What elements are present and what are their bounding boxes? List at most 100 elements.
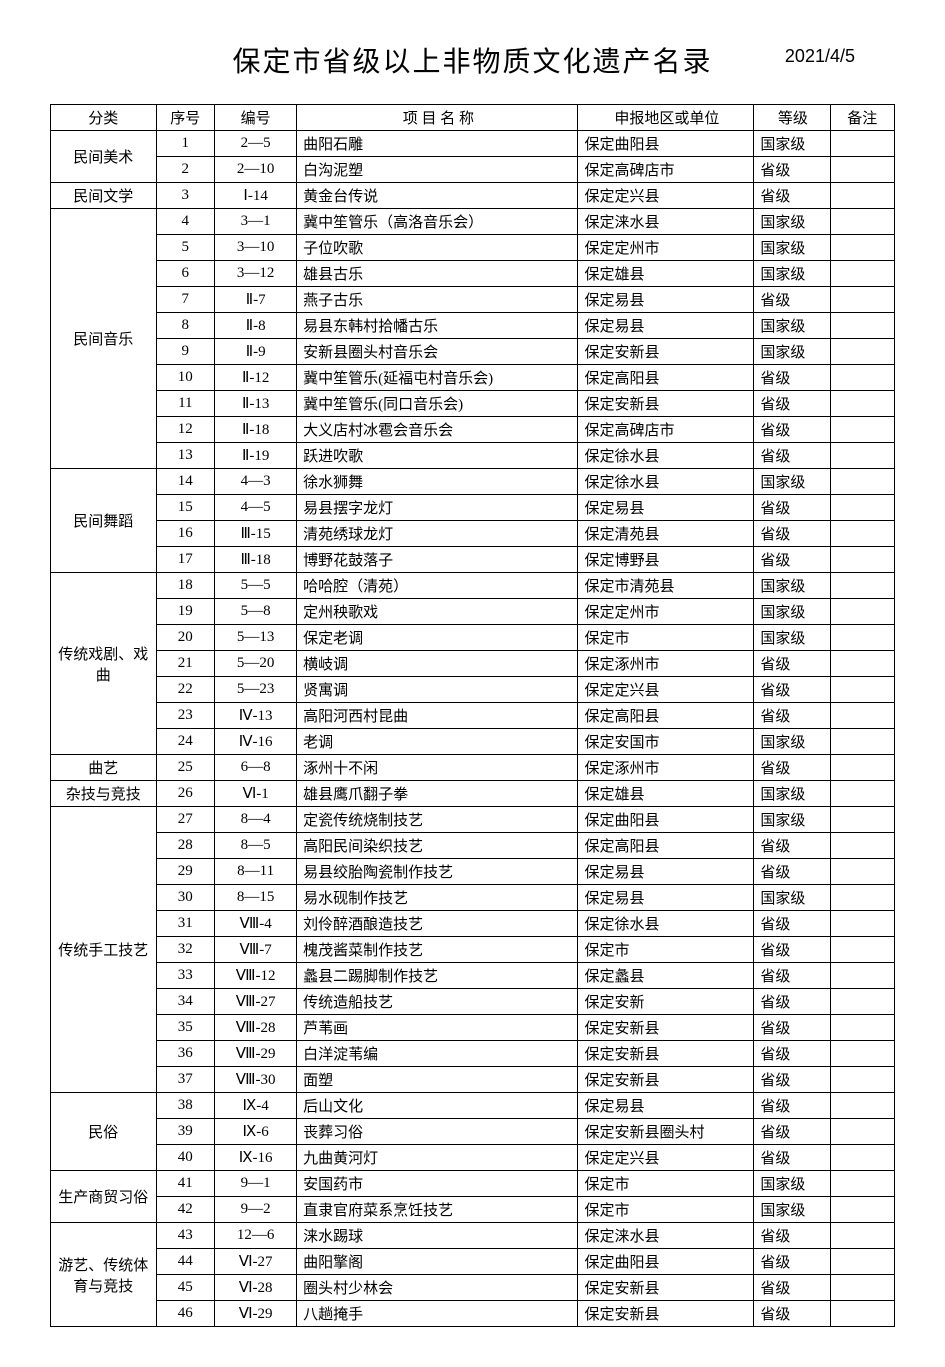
- col-header-name: 项 目 名 称: [297, 105, 578, 131]
- table-row: 民俗38Ⅸ-4后山文化保定易县省级: [51, 1093, 895, 1119]
- category-cell: 民间美术: [51, 131, 157, 183]
- region-cell: 保定易县: [578, 287, 754, 313]
- table-row: 45Ⅵ-28圈头村少林会保定安新县省级: [51, 1275, 895, 1301]
- seq-cell: 25: [156, 755, 215, 781]
- code-cell: 12—6: [215, 1223, 297, 1249]
- code-cell: 5—20: [215, 651, 297, 677]
- name-cell: 高阳河西村昆曲: [297, 703, 578, 729]
- note-cell: [830, 547, 895, 573]
- table-row: 298—11易县绞胎陶瓷制作技艺保定易县省级: [51, 859, 895, 885]
- col-header-code: 编号: [215, 105, 297, 131]
- table-row: 17Ⅲ-18博野花鼓落子保定博野县省级: [51, 547, 895, 573]
- category-cell: 民间文学: [51, 183, 157, 209]
- name-cell: 芦苇画: [297, 1015, 578, 1041]
- level-cell: 省级: [754, 287, 830, 313]
- seq-cell: 10: [156, 365, 215, 391]
- seq-cell: 17: [156, 547, 215, 573]
- note-cell: [830, 937, 895, 963]
- seq-cell: 38: [156, 1093, 215, 1119]
- region-cell: 保定高阳县: [578, 703, 754, 729]
- note-cell: [830, 417, 895, 443]
- level-cell: 国家级: [754, 885, 830, 911]
- note-cell: [830, 859, 895, 885]
- name-cell: 蠡县二踢脚制作技艺: [297, 963, 578, 989]
- level-cell: 国家级: [754, 313, 830, 339]
- code-cell: Ⅱ-18: [215, 417, 297, 443]
- level-cell: 省级: [754, 859, 830, 885]
- note-cell: [830, 755, 895, 781]
- table-row: 205—13保定老调保定市国家级: [51, 625, 895, 651]
- table-row: 40Ⅸ-16九曲黄河灯保定定兴县省级: [51, 1145, 895, 1171]
- name-cell: 白洋淀苇编: [297, 1041, 578, 1067]
- seq-cell: 13: [156, 443, 215, 469]
- category-cell: 民间舞蹈: [51, 469, 157, 573]
- name-cell: 清苑绣球龙灯: [297, 521, 578, 547]
- note-cell: [830, 1301, 895, 1327]
- code-cell: 8—11: [215, 859, 297, 885]
- seq-cell: 36: [156, 1041, 215, 1067]
- level-cell: 省级: [754, 547, 830, 573]
- table-row: 12Ⅱ-18大义店村冰雹会音乐会保定高碑店市省级: [51, 417, 895, 443]
- name-cell: 刘伶醉酒酿造技艺: [297, 911, 578, 937]
- region-cell: 保定易县: [578, 495, 754, 521]
- region-cell: 保定安新县: [578, 1067, 754, 1093]
- region-cell: 保定安新县: [578, 1015, 754, 1041]
- col-header-seq: 序号: [156, 105, 215, 131]
- table-row: 63—12雄县古乐保定雄县国家级: [51, 261, 895, 287]
- category-cell: 游艺、传统体育与竞技: [51, 1223, 157, 1327]
- region-cell: 保定安新: [578, 989, 754, 1015]
- code-cell: Ⅷ-7: [215, 937, 297, 963]
- note-cell: [830, 391, 895, 417]
- seq-cell: 5: [156, 235, 215, 261]
- level-cell: 省级: [754, 1275, 830, 1301]
- seq-cell: 6: [156, 261, 215, 287]
- table-row: 34Ⅷ-27传统造船技艺保定安新省级: [51, 989, 895, 1015]
- note-cell: [830, 703, 895, 729]
- code-cell: 5—8: [215, 599, 297, 625]
- name-cell: 博野花鼓落子: [297, 547, 578, 573]
- name-cell: 易县摆字龙灯: [297, 495, 578, 521]
- seq-cell: 33: [156, 963, 215, 989]
- region-cell: 保定清苑县: [578, 521, 754, 547]
- code-cell: Ⅱ-19: [215, 443, 297, 469]
- note-cell: [830, 1093, 895, 1119]
- table-row: 民间美术12—5曲阳石雕保定曲阳县国家级: [51, 131, 895, 157]
- category-cell: 生产商贸习俗: [51, 1171, 157, 1223]
- note-cell: [830, 781, 895, 807]
- note-cell: [830, 313, 895, 339]
- note-cell: [830, 599, 895, 625]
- level-cell: 省级: [754, 183, 830, 209]
- name-cell: 定瓷传统烧制技艺: [297, 807, 578, 833]
- table-row: 22—10白沟泥塑保定高碑店市省级: [51, 157, 895, 183]
- level-cell: 省级: [754, 1301, 830, 1327]
- table-row: 11Ⅱ-13冀中笙管乐(同口音乐会)保定安新县省级: [51, 391, 895, 417]
- page-title: 保定市省级以上非物质文化遗产名录: [50, 40, 895, 80]
- code-cell: 2—10: [215, 157, 297, 183]
- level-cell: 省级: [754, 521, 830, 547]
- level-cell: 省级: [754, 157, 830, 183]
- level-cell: 省级: [754, 1067, 830, 1093]
- region-cell: 保定雄县: [578, 261, 754, 287]
- seq-cell: 15: [156, 495, 215, 521]
- level-cell: 国家级: [754, 625, 830, 651]
- level-cell: 省级: [754, 937, 830, 963]
- note-cell: [830, 1119, 895, 1145]
- code-cell: 4—3: [215, 469, 297, 495]
- note-cell: [830, 1171, 895, 1197]
- note-cell: [830, 677, 895, 703]
- region-cell: 保定安新县: [578, 339, 754, 365]
- note-cell: [830, 131, 895, 157]
- seq-cell: 1: [156, 131, 215, 157]
- name-cell: 丧葬习俗: [297, 1119, 578, 1145]
- note-cell: [830, 183, 895, 209]
- name-cell: 后山文化: [297, 1093, 578, 1119]
- level-cell: 省级: [754, 443, 830, 469]
- name-cell: 白沟泥塑: [297, 157, 578, 183]
- region-cell: 保定徐水县: [578, 911, 754, 937]
- code-cell: Ⅵ-29: [215, 1301, 297, 1327]
- region-cell: 保定易县: [578, 859, 754, 885]
- name-cell: 定州秧歌戏: [297, 599, 578, 625]
- code-cell: Ⅳ-13: [215, 703, 297, 729]
- note-cell: [830, 443, 895, 469]
- level-cell: 国家级: [754, 729, 830, 755]
